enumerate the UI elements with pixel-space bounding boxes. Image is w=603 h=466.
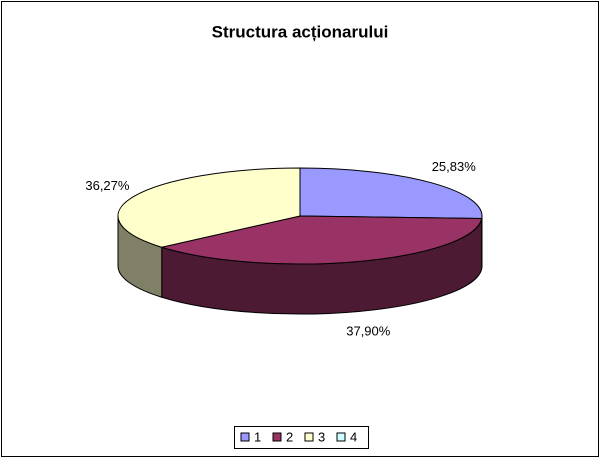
legend-swatch: [305, 433, 313, 441]
chart-title: Structura acționarului: [212, 22, 389, 41]
legend-label: 1: [254, 429, 261, 444]
data-label: 36,27%: [85, 178, 130, 193]
legend-swatch: [337, 433, 345, 441]
data-label: 37,90%: [346, 324, 391, 339]
legend-label: 4: [350, 429, 357, 444]
legend-swatch: [241, 433, 249, 441]
legend-label: 2: [286, 429, 293, 444]
legend-swatch: [273, 433, 281, 441]
legend-label: 3: [318, 429, 325, 444]
data-label: 25,83%: [432, 159, 477, 174]
